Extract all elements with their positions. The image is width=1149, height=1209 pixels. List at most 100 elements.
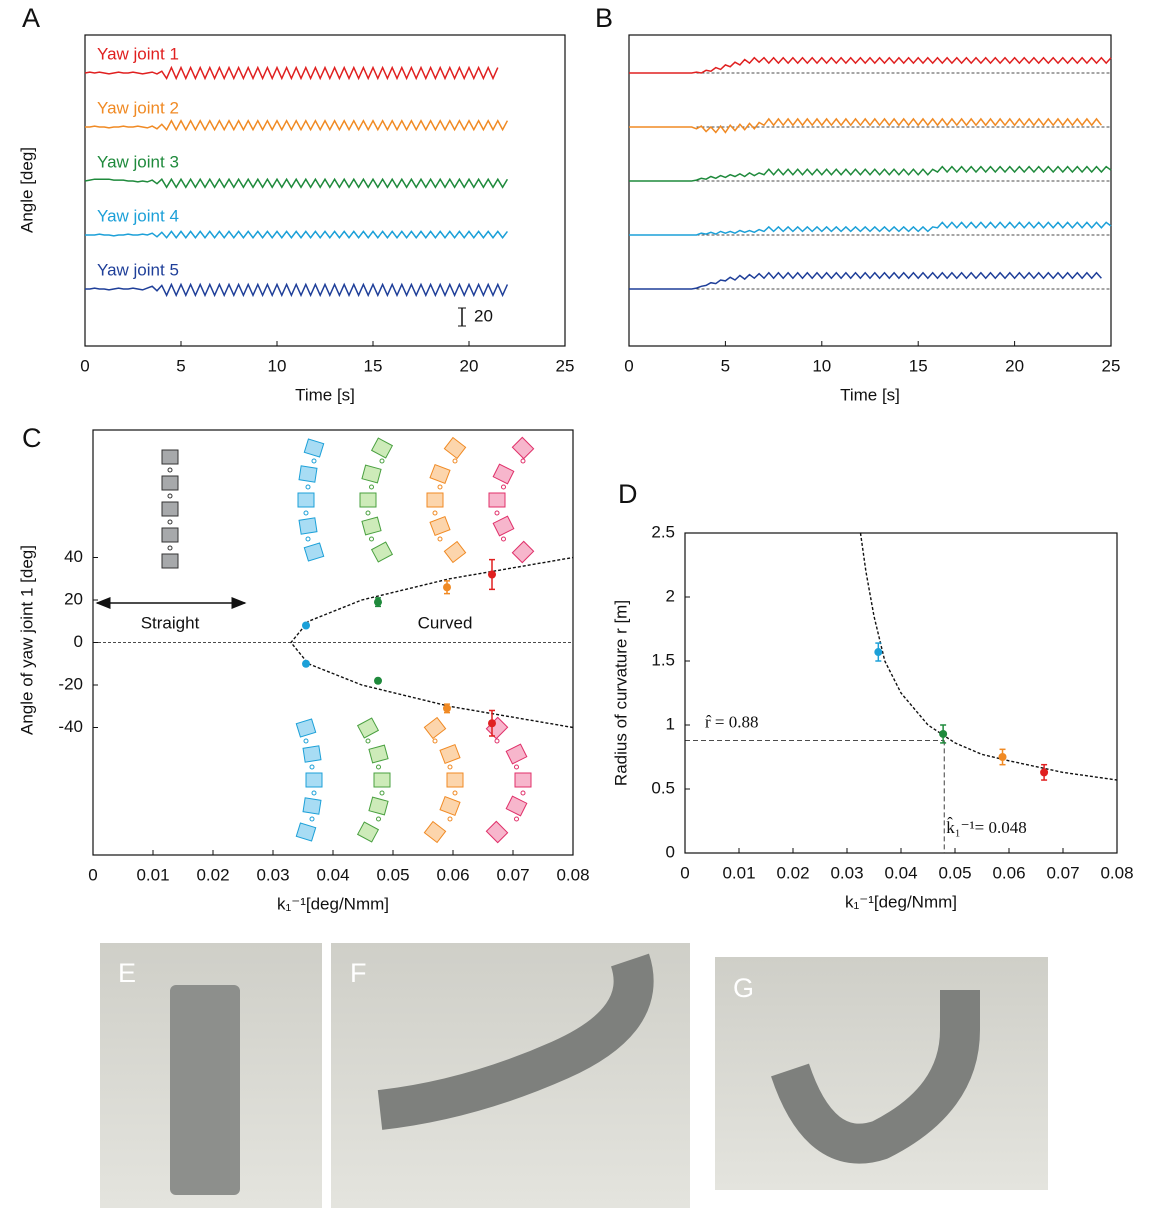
annotation: Curved: [418, 613, 473, 632]
x-tick-label: 0: [88, 865, 97, 884]
icon-joint: [501, 484, 506, 490]
icon-joint: [379, 790, 385, 796]
fit-curve: [859, 532, 1118, 781]
icon-joint: [309, 816, 315, 822]
trace: [629, 271, 1102, 290]
icon-joint: [494, 510, 500, 516]
icon-joint: [447, 816, 453, 822]
icon-module: [370, 541, 394, 563]
icon-module: [295, 718, 317, 738]
panel-letter: C: [22, 423, 42, 453]
icon-joint: [309, 764, 315, 770]
x-tick-label: 0.06: [992, 863, 1025, 882]
y-tick-label: 2: [666, 586, 675, 605]
y-tick-label: -40: [58, 717, 83, 736]
icon-module: [161, 475, 179, 491]
icon-module: [356, 717, 380, 739]
legend-label: Yaw joint 5: [97, 260, 179, 279]
icon-module: [361, 464, 382, 484]
icon-module: [446, 772, 464, 788]
icon-joint: [365, 738, 371, 744]
icon-module: [492, 515, 515, 537]
y-tick-label: 40: [64, 547, 83, 566]
point: [488, 570, 496, 579]
icon-module: [426, 492, 444, 508]
icon-joint: [303, 738, 309, 744]
fit-curve: [290, 556, 574, 729]
y-tick-label: 0: [74, 632, 83, 651]
panel-letter: B: [595, 3, 613, 33]
x-tick-label: 0.08: [556, 865, 589, 884]
x-tick-label: 0.05: [376, 865, 409, 884]
trace: [85, 230, 508, 239]
x-tick-label: 0: [624, 356, 633, 375]
x-axis-label: Time [s]: [840, 385, 900, 404]
x-tick-label: 0: [680, 863, 689, 882]
x-axis-label: Time [s]: [295, 385, 355, 404]
icon-module: [443, 436, 467, 460]
x-tick-label: 0: [80, 356, 89, 375]
trace: [85, 282, 509, 298]
x-tick-label: 0.07: [1046, 863, 1079, 882]
icon-joint: [369, 536, 374, 542]
icon-module: [423, 820, 447, 844]
icon-module: [161, 449, 179, 465]
icon-joint: [369, 484, 374, 490]
icon-joint: [494, 738, 500, 744]
icon-joint: [167, 467, 173, 473]
icon-module: [161, 527, 179, 543]
icon-joint: [167, 519, 173, 525]
icon-joint: [379, 458, 385, 464]
y-tick-label: 20: [64, 589, 83, 608]
y-tick-label: 1: [666, 714, 675, 733]
x-tick-label: 20: [1005, 356, 1024, 375]
icon-joint: [305, 484, 311, 490]
point: [939, 729, 948, 738]
icon-joint: [311, 790, 317, 796]
icon-joint: [167, 545, 173, 551]
point: [998, 753, 1007, 761]
icon-joint: [305, 536, 311, 542]
icon-joint: [432, 738, 438, 744]
y-tick-label: 0.5: [651, 778, 675, 797]
legend-label: Yaw joint 1: [97, 44, 179, 63]
icon-module: [356, 821, 380, 843]
point: [443, 704, 451, 713]
y-axis-label: Angle [deg]: [17, 147, 36, 233]
icon-module: [297, 492, 315, 508]
icon-module: [439, 795, 461, 817]
icon-joint: [520, 790, 526, 796]
x-tick-label: 0.05: [938, 863, 971, 882]
icon-module: [298, 517, 318, 535]
icon-module: [161, 501, 179, 517]
x-tick-label: 0.01: [136, 865, 169, 884]
x-tick-label: 0.02: [776, 863, 809, 882]
x-axis-label: k₁⁻¹[deg/Nmm]: [277, 894, 389, 913]
icon-module: [511, 540, 535, 564]
annotation: k̂₁⁻¹= 0.048: [946, 817, 1027, 837]
icon-joint: [365, 510, 371, 516]
legend-label: Yaw joint 2: [97, 98, 179, 117]
legend-label: Yaw joint 3: [97, 152, 179, 171]
icon-module: [505, 795, 528, 817]
icon-module: [485, 820, 509, 844]
icon-module: [373, 772, 391, 788]
icon-module: [361, 516, 382, 536]
icon-joint: [514, 764, 519, 770]
x-tick-label: 5: [721, 356, 730, 375]
panel-letter: F: [350, 958, 367, 988]
trace: [629, 56, 1112, 74]
trace: [629, 165, 1112, 182]
icon-module: [368, 796, 389, 816]
trace: [84, 65, 499, 81]
icon-module: [368, 744, 389, 764]
point: [874, 648, 883, 657]
y-tick-label: 1.5: [651, 650, 675, 669]
x-tick-label: 20: [460, 356, 479, 375]
icon-joint: [437, 536, 443, 542]
icon-module: [443, 540, 467, 564]
robot: [771, 990, 980, 1164]
x-tick-label: 10: [812, 356, 831, 375]
annotation: Straight: [141, 613, 200, 632]
